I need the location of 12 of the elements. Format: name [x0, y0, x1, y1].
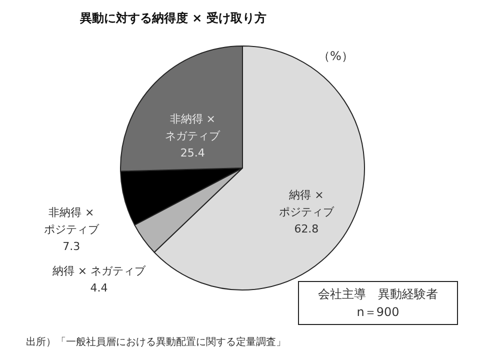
slice-label: 非納得 × ポジティブ — [44, 206, 100, 236]
slice-label: 納得 × ネガティブ — [52, 264, 147, 278]
text: （%） — [318, 48, 354, 65]
text: 会社主導 異動経験者 n＝900 — [298, 281, 458, 325]
data-label: 7.3 — [62, 240, 80, 253]
chart-title: 異動に対する納得度 × 受け取り方 — [80, 10, 266, 27]
slice-label: 納得 × ポジティブ — [278, 188, 335, 218]
data-label: 4.4 — [90, 281, 108, 294]
data-label: 25.4 — [180, 146, 205, 160]
text: 出所）「一般社員層における異動配置に関する定量調査」 — [26, 336, 286, 349]
data-label: 62.8 — [294, 222, 319, 236]
slice-label: 非納得 × ネガティブ — [165, 112, 222, 142]
